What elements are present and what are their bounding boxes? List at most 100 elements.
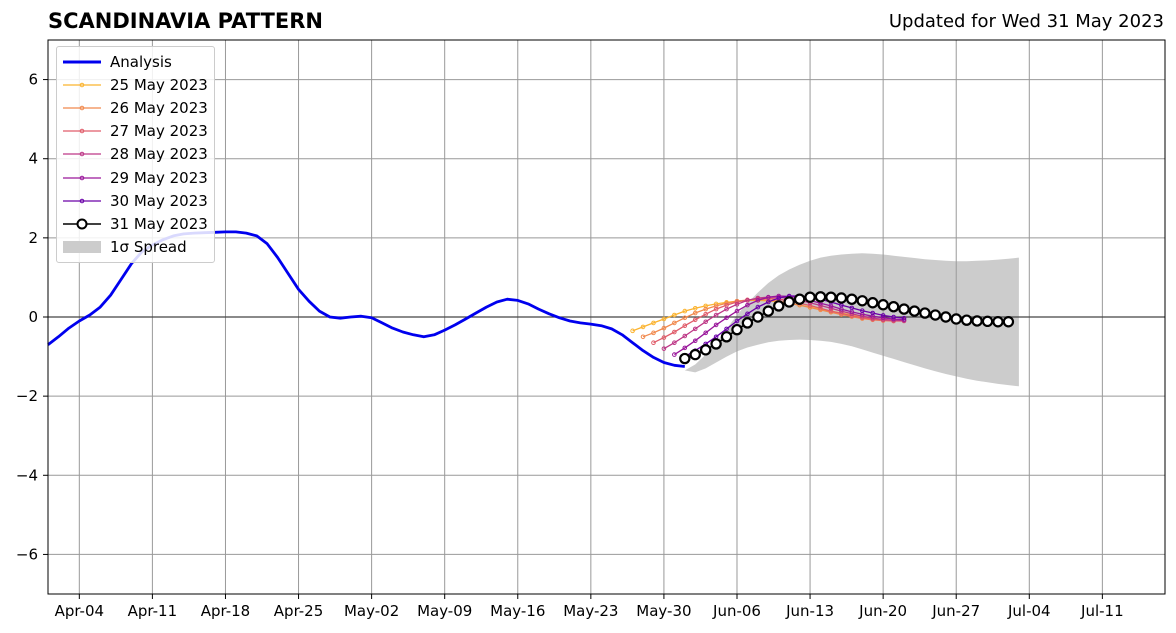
- forecast-point: [672, 312, 677, 318]
- current-forecast-point: [929, 309, 942, 321]
- current-forecast-point: [919, 307, 931, 319]
- forecast-point: [766, 294, 771, 300]
- forecast-point: [807, 303, 813, 308]
- legend-entry: 30 May 2023: [63, 189, 208, 212]
- forecast-point: [870, 310, 876, 316]
- legend-entry: 25 May 2023: [63, 73, 208, 96]
- chart-subtitle: Updated for Wed 31 May 2023: [888, 11, 1164, 32]
- legend-swatch: [63, 105, 101, 111]
- x-tick-label: May-16: [490, 602, 545, 620]
- current-forecast-point: [846, 293, 858, 305]
- y-tick-label: 2: [28, 229, 38, 247]
- current-forecast-point: [720, 331, 733, 343]
- legend-label: 28 May 2023: [110, 145, 208, 164]
- forecast-point: [766, 299, 771, 305]
- legend-marker: [79, 198, 85, 204]
- legend-label: 29 May 2023: [110, 168, 208, 187]
- x-tick-label: Apr-25: [274, 602, 324, 620]
- legend-entry: 26 May 2023: [63, 96, 208, 119]
- current-forecast-point: [773, 300, 785, 312]
- current-forecast-point: [689, 348, 701, 361]
- forecast-point: [755, 298, 761, 303]
- legend-swatch: [63, 152, 101, 157]
- current-forecast-point: [752, 311, 764, 323]
- current-forecast-point: [835, 292, 848, 304]
- forecast-point: [692, 317, 698, 323]
- axes-layer: Apr-04 Apr-11 Apr-18 Apr-25 May-02 May-09 May-…: [16, 39, 1166, 620]
- forecast-point: [859, 308, 865, 313]
- y-tick-label: −2: [16, 387, 38, 405]
- legend-label: 26 May 2023: [110, 98, 208, 117]
- spread-band: [684, 253, 1019, 387]
- forecast-point: [776, 295, 782, 301]
- legend-label: Analysis: [110, 52, 172, 71]
- forecast-point: [682, 323, 688, 329]
- current-forecast-point: [992, 316, 1004, 328]
- current-forecast-point: [741, 317, 754, 329]
- legend-entry: 27 May 2023: [63, 120, 208, 143]
- x-tick-label: Apr-18: [201, 602, 251, 620]
- current-forecast-point: [762, 305, 775, 317]
- current-forecast-point: [867, 297, 879, 309]
- forecast-point: [682, 308, 688, 314]
- forecast-point: [734, 318, 740, 324]
- current-forecast-point: [856, 295, 868, 307]
- legend-entry: Analysis: [63, 50, 208, 73]
- current-forecast-point: [940, 311, 952, 323]
- forecast-point: [818, 305, 823, 311]
- x-tick-label: Jul-04: [1007, 602, 1051, 620]
- forecast-point: [651, 330, 656, 336]
- forecast-point: [713, 322, 719, 328]
- legend-swatch: [63, 198, 101, 204]
- y-tick-label: 0: [28, 308, 38, 326]
- forecast-point: [745, 311, 750, 317]
- forecast-point: [724, 315, 729, 321]
- forecast-point: [891, 314, 896, 320]
- forecast-point: [880, 313, 886, 318]
- legend: Analysis 25 May 2023 26 May 2023 27 May 202…: [56, 46, 215, 263]
- forecast-point: [734, 302, 740, 307]
- forecast-point: [703, 306, 708, 312]
- current-forecast-point: [981, 315, 994, 328]
- current-forecast-point: [825, 291, 837, 303]
- legend-patch: [63, 241, 101, 254]
- current-forecast-point: [887, 301, 900, 313]
- forecast-point: [682, 333, 688, 339]
- legend-label: 1σ Spread: [110, 238, 187, 257]
- forecast-point: [651, 320, 656, 326]
- legend-swatch: [63, 82, 101, 88]
- legend-marker: [79, 152, 85, 157]
- legend-label: 31 May 2023: [110, 214, 208, 233]
- forecast-point: [734, 308, 740, 314]
- current-forecast-point: [679, 352, 691, 365]
- forecast-point: [661, 325, 667, 331]
- x-tick-label: Apr-04: [55, 602, 105, 620]
- legend-entry: 31 May 2023: [63, 212, 208, 235]
- current-forecast-point: [1002, 316, 1015, 328]
- legend-swatch: [63, 241, 101, 254]
- x-tick-label: Jun-27: [931, 602, 980, 620]
- forecast-point: [713, 312, 719, 318]
- legend-entry: 29 May 2023: [63, 166, 208, 189]
- forecast-line: [684, 295, 905, 358]
- legend-label: 30 May 2023: [110, 191, 208, 210]
- y-tick-label: −4: [16, 466, 38, 484]
- forecast-point: [755, 304, 761, 310]
- current-forecast-point: [877, 299, 889, 311]
- x-tick-label: Jul-11: [1080, 602, 1124, 620]
- legend-marker: [79, 175, 85, 180]
- y-tick-label: 4: [28, 150, 38, 168]
- forecast-point: [640, 334, 646, 340]
- forecast-point: [672, 320, 677, 326]
- legend-marker: [79, 105, 85, 111]
- forecast-point: [692, 310, 698, 316]
- forecast-point: [682, 345, 688, 351]
- legend-marker: [79, 82, 85, 88]
- current-forecast-point: [908, 305, 921, 317]
- current-forecast-point: [971, 315, 983, 327]
- y-tick-label: −6: [16, 545, 38, 563]
- y-tick-label: 6: [28, 71, 38, 89]
- current-forecast-point: [699, 344, 712, 356]
- forecast-point: [630, 328, 635, 334]
